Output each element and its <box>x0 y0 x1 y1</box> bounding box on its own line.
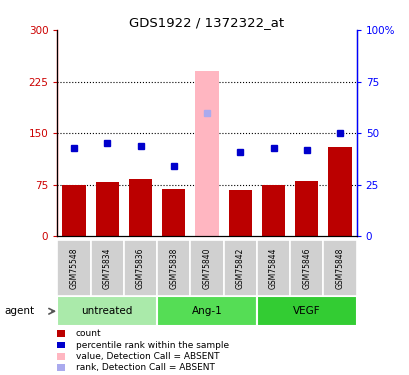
Text: GSM75836: GSM75836 <box>136 248 145 289</box>
Text: GSM75838: GSM75838 <box>169 248 178 289</box>
Text: untreated: untreated <box>81 306 133 316</box>
Text: GSM75844: GSM75844 <box>268 248 277 289</box>
Text: agent: agent <box>4 306 34 316</box>
Title: GDS1922 / 1372322_at: GDS1922 / 1372322_at <box>129 16 284 29</box>
Bar <box>261 185 285 236</box>
Text: GSM75548: GSM75548 <box>70 248 79 289</box>
Bar <box>124 240 157 296</box>
Bar <box>190 240 223 296</box>
Bar <box>57 240 90 296</box>
Bar <box>162 189 185 236</box>
Text: GSM75834: GSM75834 <box>103 248 112 289</box>
Text: Ang-1: Ang-1 <box>191 306 222 316</box>
Bar <box>157 296 256 326</box>
Text: count: count <box>76 329 101 338</box>
Text: GSM75840: GSM75840 <box>202 248 211 289</box>
Bar <box>157 240 190 296</box>
Bar <box>223 240 256 296</box>
Text: value, Detection Call = ABSENT: value, Detection Call = ABSENT <box>76 352 219 361</box>
Text: GSM75848: GSM75848 <box>335 248 344 289</box>
Bar <box>62 185 85 236</box>
Text: GSM75846: GSM75846 <box>301 248 310 289</box>
Bar <box>128 179 152 236</box>
Bar <box>95 182 119 236</box>
Bar <box>290 240 323 296</box>
Bar <box>195 71 218 236</box>
Bar <box>256 296 356 326</box>
Text: percentile rank within the sample: percentile rank within the sample <box>76 340 228 350</box>
Bar <box>256 240 290 296</box>
Bar <box>57 296 157 326</box>
Bar <box>228 189 251 236</box>
Bar <box>90 240 124 296</box>
Text: rank, Detection Call = ABSENT: rank, Detection Call = ABSENT <box>76 363 214 372</box>
Bar <box>323 240 356 296</box>
Bar <box>294 181 318 236</box>
Text: GSM75842: GSM75842 <box>235 248 244 289</box>
Text: VEGF: VEGF <box>292 306 320 316</box>
Bar <box>328 147 351 236</box>
